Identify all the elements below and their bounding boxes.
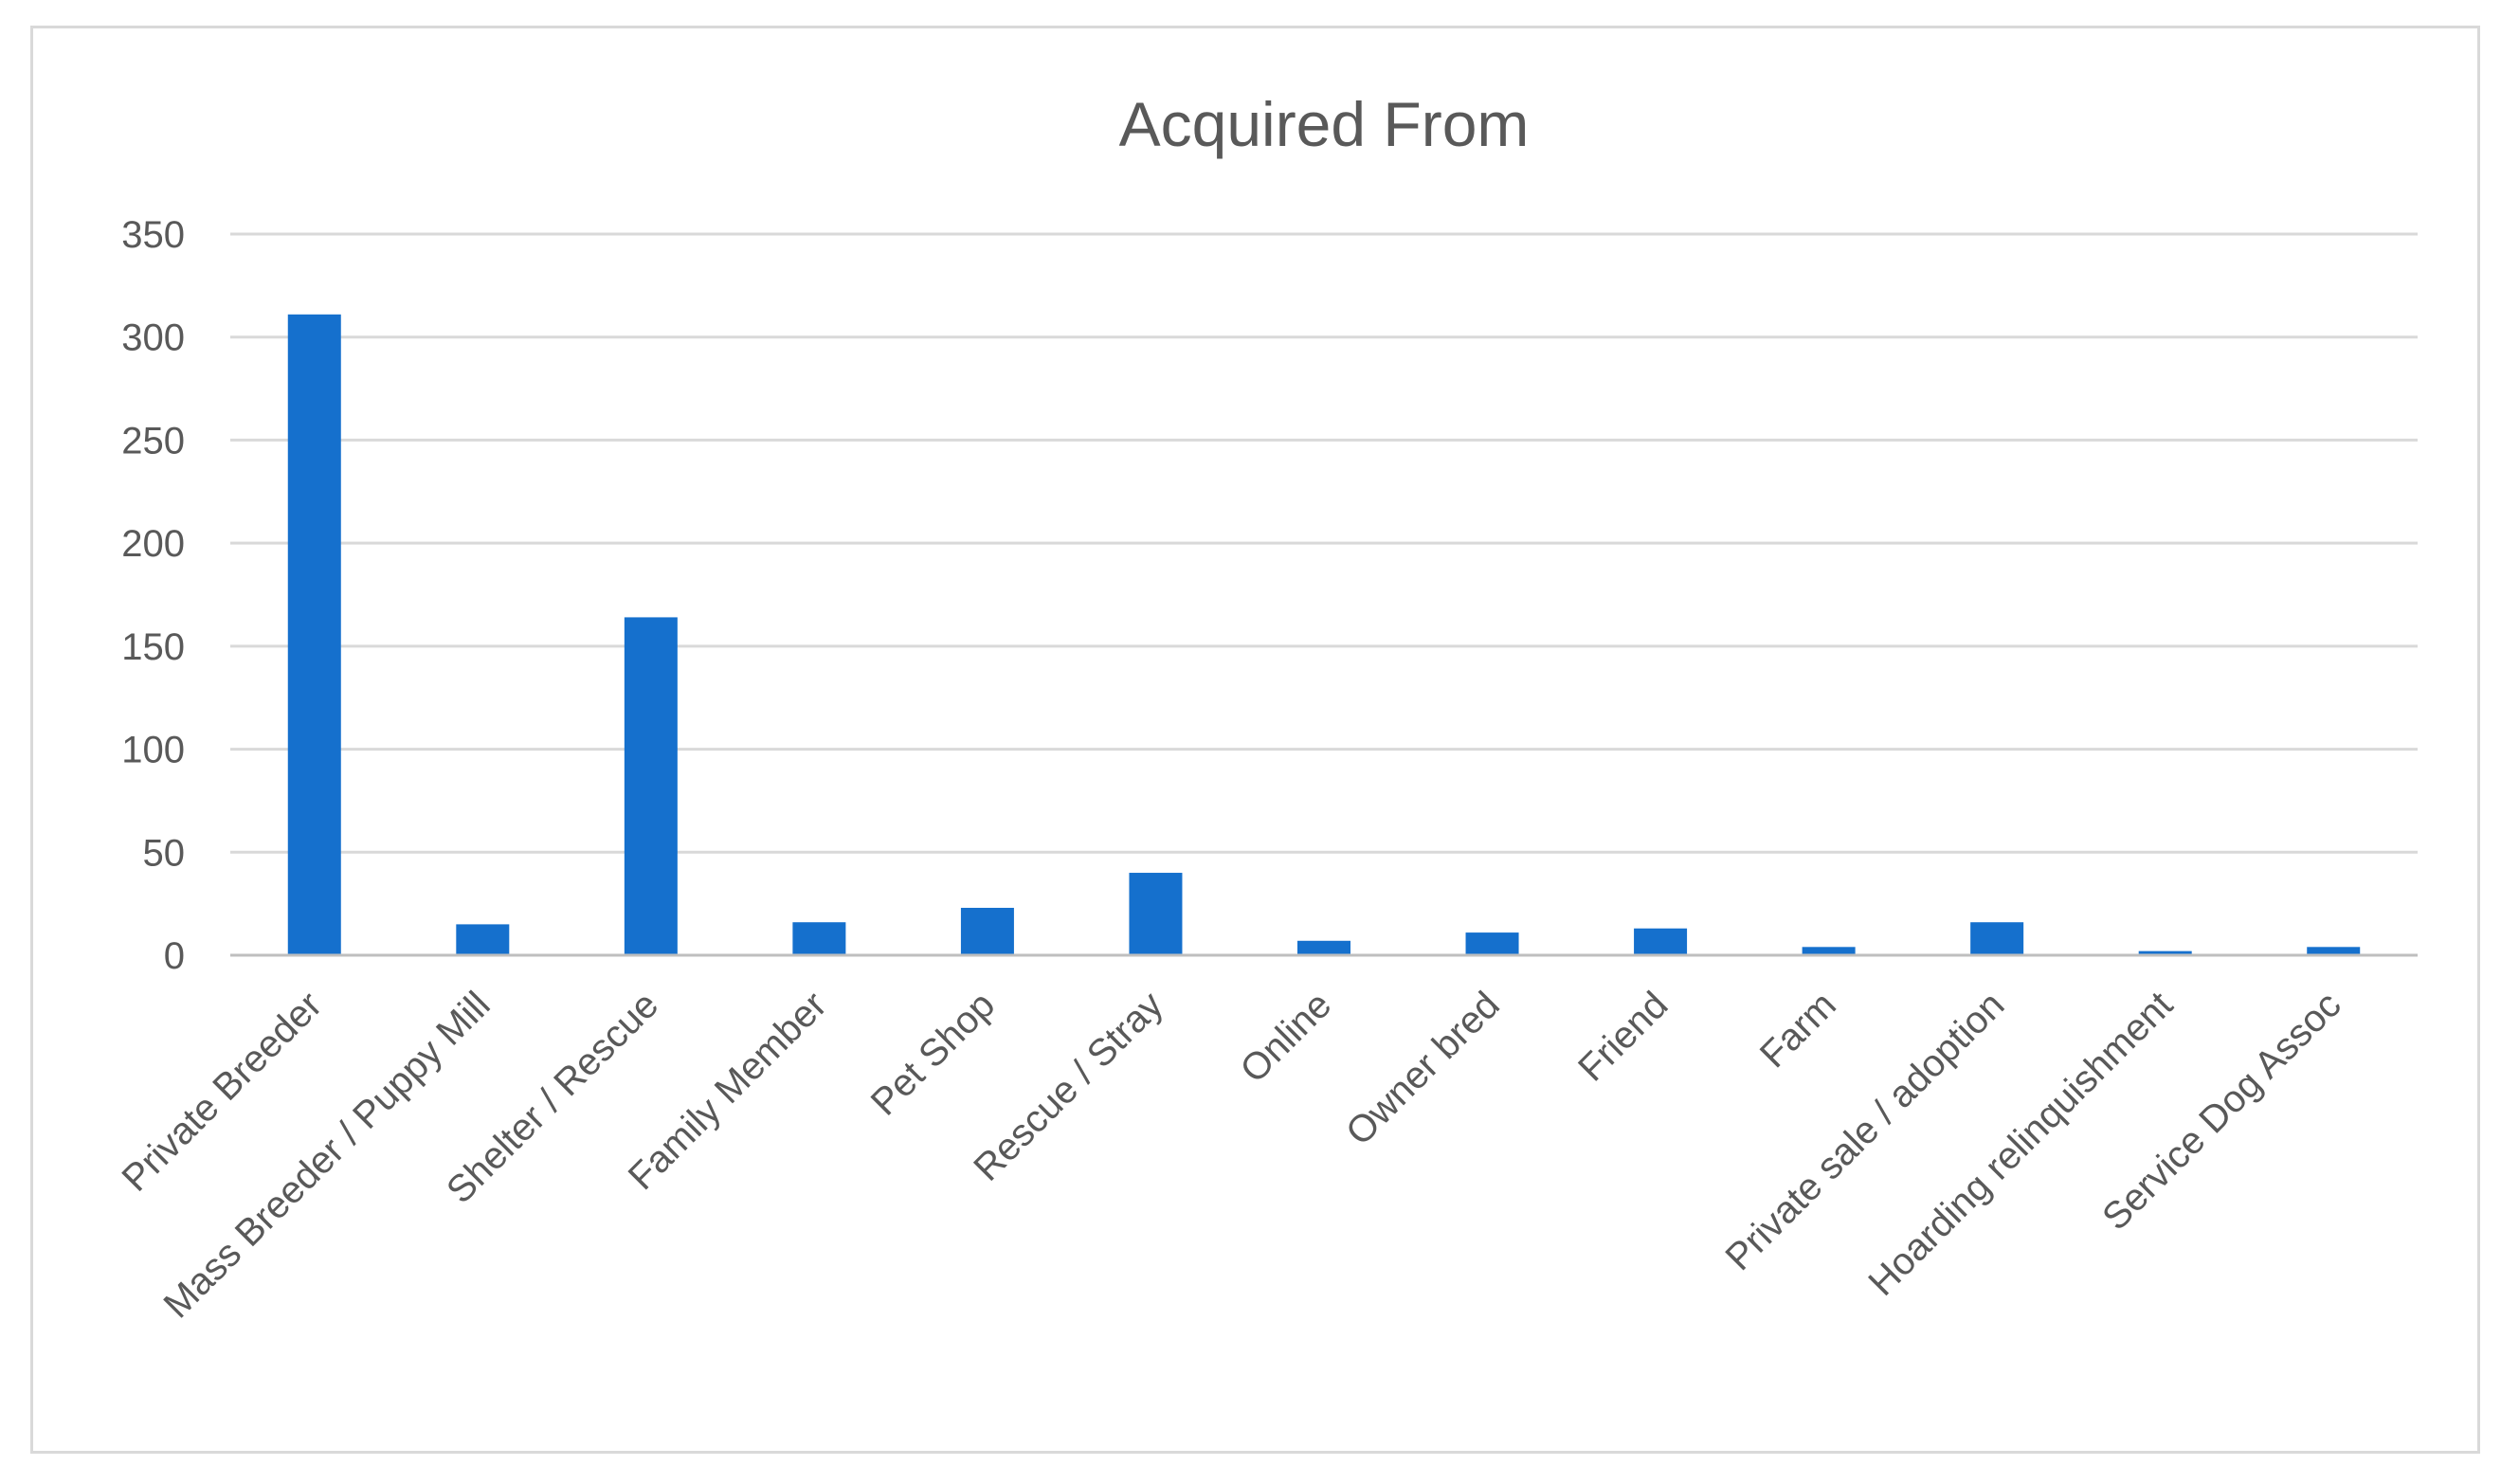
bar [1465, 932, 1519, 955]
bar-chart: Acquired From 0 50 100 150 200 250 300 350 Priv… [115, 89, 2418, 1326]
y-tick-label: 300 [121, 317, 185, 359]
bar [456, 924, 510, 955]
x-tick-label: Farm [1752, 984, 1844, 1076]
bar [624, 617, 678, 955]
x-tick-label: Mass Breeder / Puppy Mill [155, 984, 498, 1326]
bar [2138, 950, 2192, 955]
gridlines [230, 232, 2418, 854]
x-tick-label: Online [1232, 984, 1339, 1091]
bar [2307, 947, 2361, 955]
bars [287, 314, 2361, 956]
y-tick-label: 0 [164, 935, 185, 977]
x-tick-label: Hoarding relinquishment [1860, 984, 2181, 1304]
bar [287, 314, 341, 956]
y-tick-label: 50 [143, 832, 186, 874]
y-tick-label: 250 [121, 420, 185, 461]
y-tick-label: 150 [121, 626, 185, 668]
bar [792, 922, 846, 955]
y-axis-tick-labels: 0 50 100 150 200 250 300 350 [121, 214, 185, 977]
y-tick-label: 200 [121, 523, 185, 565]
x-tick-label: Pet Shop [863, 984, 1003, 1123]
chart-title: Acquired From [1119, 89, 1530, 159]
bar [1802, 947, 1856, 955]
y-tick-label: 100 [121, 730, 185, 771]
bar [1970, 922, 2024, 955]
x-tick-label: Private sale / adoption [1718, 984, 2013, 1278]
bar [960, 907, 1014, 955]
x-tick-label: Owner bred [1338, 984, 1508, 1153]
bar [1634, 928, 1688, 955]
y-tick-label: 350 [121, 214, 185, 256]
bar [1129, 873, 1183, 955]
bar [1297, 940, 1350, 955]
x-tick-label: Friend [1570, 984, 1676, 1089]
chart-frame: Acquired From 0 50 100 150 200 250 300 350 Priv… [30, 26, 2480, 1454]
